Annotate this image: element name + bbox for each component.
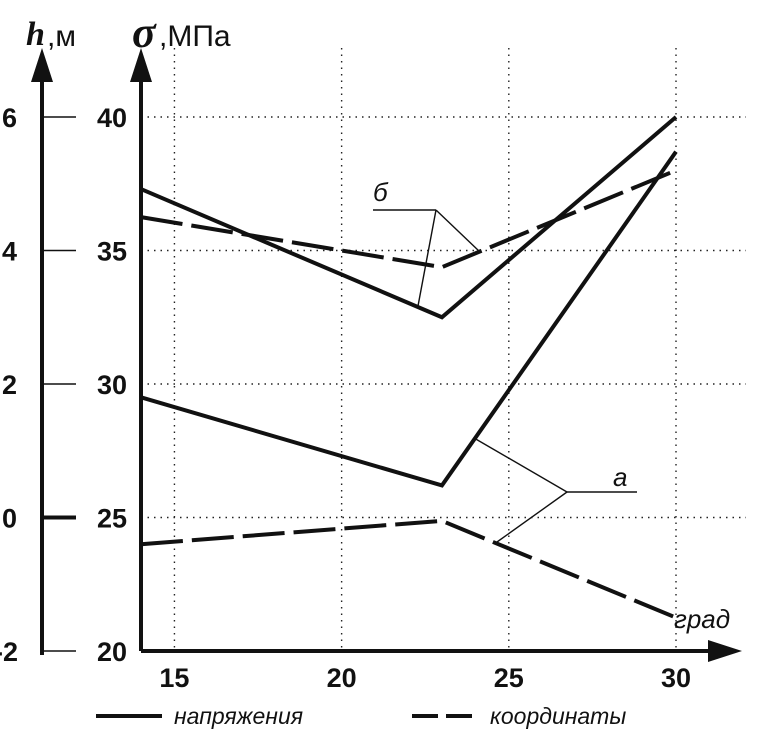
- annotation-a-leader-2: [496, 491, 568, 543]
- x-tick-label-2: 25: [494, 663, 524, 693]
- sigma-tick-label-0: 40: [97, 103, 127, 133]
- series-group: [140, 115, 678, 620]
- h-axis: [31, 48, 53, 655]
- annotation-a-label: а: [613, 462, 627, 492]
- sigma-tick-label-4: 20: [97, 637, 127, 667]
- h-tick-label-3: 0: [2, 504, 17, 534]
- h-tick-label-1: 4: [2, 237, 17, 267]
- x-tick-label-3: 30: [661, 663, 691, 693]
- annotation-b: б: [373, 177, 481, 307]
- sigma-axis-unit: ,МПа: [159, 20, 231, 53]
- sigma-axis-symbol: σ: [132, 8, 157, 57]
- sigma-axis-ticks: 40 35 30 25 20: [97, 103, 127, 667]
- sigma-axis-arrowhead: [130, 48, 152, 82]
- annotation-b-label: б: [373, 177, 389, 207]
- series-a-coordinate-line: [140, 518, 677, 620]
- legend-stress-label: напряжения: [174, 703, 303, 729]
- sigma-tick-label-1: 35: [97, 237, 127, 267]
- h-axis-unit: ,м: [47, 20, 76, 53]
- sigma-axis: [130, 48, 152, 651]
- x-axis-arrowhead: [708, 640, 742, 662]
- annotation-a: а: [473, 437, 637, 543]
- sigma-tick-label-3: 25: [97, 504, 127, 534]
- legend-coordinate-label: координаты: [490, 703, 626, 729]
- series-b-stress-line: [140, 115, 678, 320]
- h-axis-symbol: h: [26, 16, 45, 53]
- x-axis-label: град: [674, 604, 730, 634]
- h-axis-arrowhead: [31, 48, 53, 82]
- h-tick-label-4: -2: [0, 637, 18, 667]
- series-a-stress-line: [140, 150, 678, 488]
- h-tick-label-2: 2: [2, 370, 17, 400]
- grid-lines: [141, 48, 746, 651]
- annotation-a-leader-1: [473, 437, 568, 493]
- x-axis-ticks: 15 20 25 30: [159, 663, 691, 693]
- x-axis: [141, 640, 742, 662]
- x-tick-label-1: 20: [327, 663, 357, 693]
- h-tick-label-0: 6: [2, 103, 17, 133]
- annotation-b-leader-1: [417, 209, 437, 307]
- annotation-b-leader-2: [435, 209, 481, 253]
- x-tick-label-0: 15: [159, 663, 189, 693]
- series-b-coordinate-line: [140, 168, 677, 270]
- legend: напряжения координаты: [96, 703, 626, 729]
- sigma-tick-label-2: 30: [97, 370, 127, 400]
- h-axis-ticks: 6 4 2 0 -2: [0, 103, 76, 667]
